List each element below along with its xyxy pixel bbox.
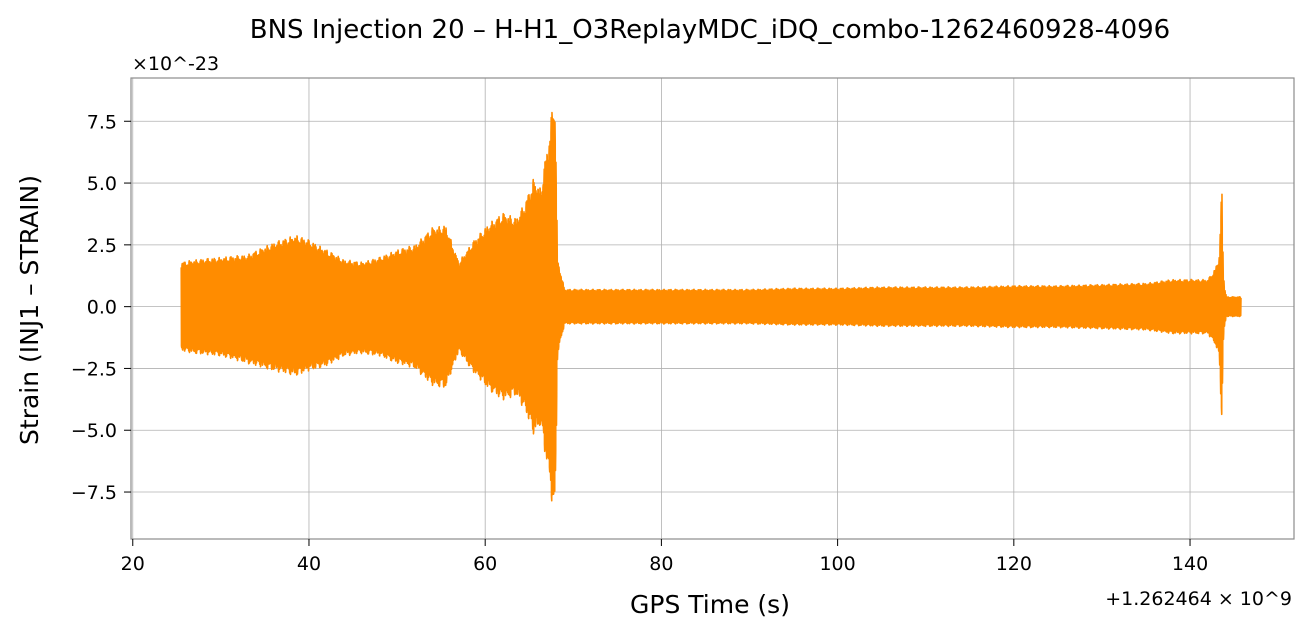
x-tick-label: 140	[1172, 553, 1208, 575]
tick-marks: 20 40 60 80 100 120 140 −7.5 −5.0 −2.5 0.0 2.5 5.0 7.…	[71, 111, 1208, 575]
y-axis-label: Strain (INJ1 – STRAIN)	[15, 175, 44, 445]
y-tick-label: 2.5	[87, 235, 117, 257]
y-tick-label: 7.5	[87, 111, 117, 133]
y-tick-label: −5.0	[71, 420, 117, 442]
y-scale-multiplier-label: ×10^-23	[132, 53, 219, 75]
axes-frame	[130, 77, 1295, 540]
x-tick-label: 100	[819, 553, 855, 575]
x-tick-label: 60	[473, 553, 497, 575]
y-tick-label: 0.0	[87, 297, 117, 319]
x-tick-label: 120	[996, 553, 1032, 575]
x-tick-label: 20	[121, 553, 145, 575]
chart-title: BNS Injection 20 – H-H1_O3ReplayMDC_iDQ_…	[250, 15, 1170, 45]
plot-frame	[130, 77, 1295, 540]
strain-series-line	[180, 111, 1242, 502]
x-tick-label: 80	[649, 553, 673, 575]
x-offset-label: +1.262464 × 10^9	[1105, 588, 1292, 610]
x-tick-label: 40	[297, 553, 321, 575]
y-tick-label: 5.0	[87, 173, 117, 195]
x-axis-label: GPS Time (s)	[630, 590, 790, 619]
y-tick-label: −7.5	[71, 482, 117, 504]
data-layer	[180, 111, 1242, 502]
y-tick-label: −2.5	[71, 358, 117, 380]
